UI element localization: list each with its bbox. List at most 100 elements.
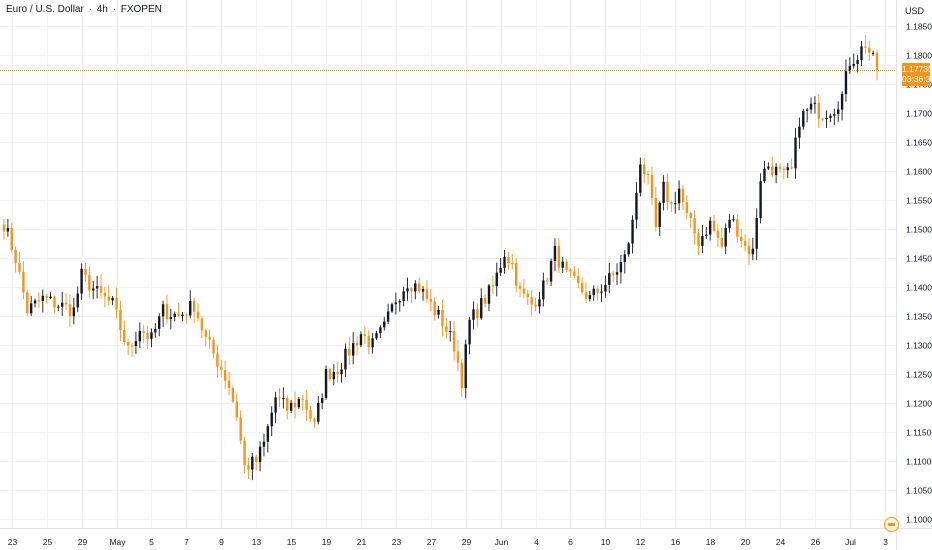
candle-body-down bbox=[643, 164, 646, 175]
time-tick-label: Jun bbox=[495, 537, 509, 547]
candle-body-down bbox=[565, 261, 568, 270]
price-tick-label: 1.17000 bbox=[906, 109, 932, 119]
candle-body-down bbox=[747, 245, 751, 255]
candle-body-down bbox=[309, 409, 312, 419]
time-tick-label: 21 bbox=[357, 537, 367, 547]
candle-body-up bbox=[499, 267, 502, 273]
candle-body-down bbox=[363, 334, 367, 336]
time-tick-label: 23 bbox=[392, 537, 402, 547]
candle-body-up bbox=[6, 228, 10, 232]
price-tick-label: 1.15500 bbox=[906, 196, 932, 206]
bar-countdown: 03:36:30 bbox=[902, 73, 932, 84]
candle-body-down bbox=[526, 293, 529, 298]
candle-body-up bbox=[297, 398, 301, 408]
price-tick-label: 1.14500 bbox=[906, 254, 932, 264]
candle-body-down bbox=[88, 274, 91, 291]
candle-body-down bbox=[720, 237, 723, 247]
candle-body-up bbox=[169, 316, 173, 320]
candle-body-down bbox=[305, 399, 308, 410]
candle-body-down bbox=[336, 371, 339, 375]
candle-body-up bbox=[258, 446, 262, 462]
price-tick-label: 1.15000 bbox=[906, 225, 932, 235]
candle-body-up bbox=[359, 334, 363, 346]
candle-body-down bbox=[868, 47, 871, 53]
candle-body-down bbox=[313, 418, 316, 422]
candle-body-down bbox=[697, 233, 700, 246]
candle-body-up bbox=[266, 426, 270, 442]
candle-body-up bbox=[825, 118, 828, 120]
candle-body-down bbox=[53, 296, 56, 308]
candle-body-up bbox=[464, 344, 467, 389]
candle-body-up bbox=[472, 309, 475, 320]
candle-body-down bbox=[685, 202, 689, 214]
tradingview-logo-icon[interactable] bbox=[884, 517, 899, 532]
candle-body-down bbox=[584, 292, 588, 300]
candle-body-down bbox=[348, 348, 351, 356]
time-tick-label: 5 bbox=[149, 537, 154, 547]
candle-body-up bbox=[542, 280, 545, 300]
candle-body-up bbox=[701, 235, 704, 246]
candle-body-down bbox=[115, 297, 118, 310]
candle-body-up bbox=[728, 219, 731, 228]
candle-body-down bbox=[654, 197, 658, 228]
time-tick-label: 29 bbox=[78, 537, 88, 547]
candle-body-up bbox=[449, 331, 452, 333]
candle-body-down bbox=[192, 300, 196, 312]
candle-body-up bbox=[383, 321, 386, 328]
candle-body-up bbox=[414, 283, 417, 292]
candle-body-up bbox=[468, 319, 471, 345]
candle-body-down bbox=[367, 335, 370, 348]
candle-body-down bbox=[64, 302, 68, 305]
candle-body-up bbox=[480, 298, 483, 319]
candle-body-down bbox=[433, 301, 436, 315]
candle-body-down bbox=[239, 417, 242, 441]
candle-body-up bbox=[600, 291, 603, 293]
candle-body-down bbox=[200, 318, 204, 331]
candle-body-up bbox=[553, 246, 557, 261]
candle-body-up bbox=[134, 341, 138, 347]
price-tick-label: 1.13500 bbox=[906, 312, 932, 322]
candle-body-down bbox=[611, 273, 615, 275]
price-tick-label: 1.18000 bbox=[906, 51, 932, 61]
candle-body-down bbox=[507, 256, 510, 263]
candle-body-down bbox=[301, 398, 304, 400]
candle-body-up bbox=[375, 333, 378, 339]
candle-body-up bbox=[674, 203, 677, 205]
candle-body-down bbox=[491, 285, 495, 287]
title-separator: · bbox=[112, 4, 116, 15]
candle-body-down bbox=[425, 289, 429, 299]
chart-title: Euro / U.S. Dollar · 4h · FXOPEN bbox=[6, 4, 162, 15]
candle-body-up bbox=[848, 65, 852, 72]
candle-body-down bbox=[165, 304, 169, 320]
candle-body-up bbox=[786, 167, 789, 171]
candle-body-up bbox=[262, 441, 266, 447]
candle-body-down bbox=[14, 250, 17, 263]
candle-body-down bbox=[712, 220, 716, 231]
candle-body-down bbox=[123, 329, 126, 343]
candle-body-up bbox=[639, 164, 642, 193]
candle-body-up bbox=[282, 398, 285, 400]
candle-body-up bbox=[251, 456, 254, 470]
candle-body-down bbox=[650, 174, 654, 198]
candle-body-up bbox=[487, 285, 491, 304]
currency-label[interactable]: USD bbox=[905, 6, 925, 16]
time-tick-label: 29 bbox=[462, 537, 472, 547]
time-tick-label: 26 bbox=[811, 537, 821, 547]
candle-body-down bbox=[546, 280, 549, 282]
candle-body-down bbox=[243, 440, 246, 466]
candle-body-up bbox=[860, 46, 863, 60]
candle-body-up bbox=[767, 166, 770, 169]
exchange-label: FXOPEN bbox=[120, 4, 162, 15]
candle-body-down bbox=[231, 388, 235, 402]
candle-body-down bbox=[84, 268, 87, 275]
symbol-name: Euro / U.S. Dollar bbox=[6, 4, 84, 15]
price-tick-label: 1.10000 bbox=[906, 515, 932, 525]
candle-body-down bbox=[577, 275, 580, 283]
candle-body-down bbox=[693, 218, 696, 234]
candle-body-down bbox=[557, 246, 561, 268]
candle-body-down bbox=[177, 313, 180, 317]
candle-body-up bbox=[402, 291, 405, 301]
candle-body-up bbox=[317, 402, 320, 422]
candle-body-up bbox=[495, 272, 498, 287]
